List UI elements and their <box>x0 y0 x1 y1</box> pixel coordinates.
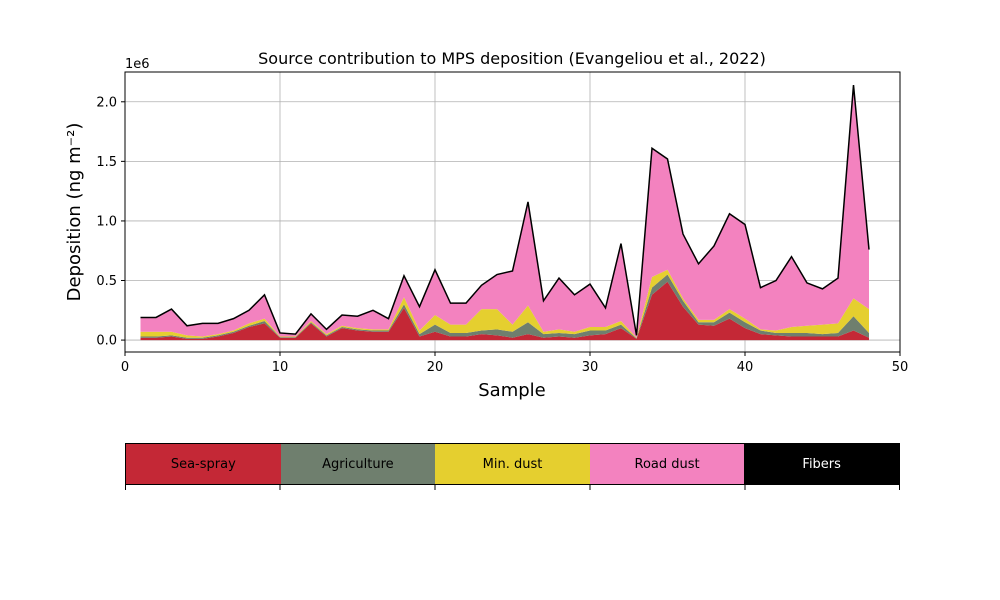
legend-item-road-dust: Road dust <box>589 444 745 484</box>
y-tick-label: 2.0 <box>96 95 117 110</box>
total-line-group <box>140 85 870 336</box>
chart-title: Source contribution to MPS deposition (E… <box>258 49 766 68</box>
legend-label: Agriculture <box>322 456 394 472</box>
x-axis-ticks: 0 10 20 30 40 50 <box>121 352 908 375</box>
x-tick-label: 50 <box>892 360 909 375</box>
legend-label: Fibers <box>802 456 841 472</box>
total-line <box>140 85 870 336</box>
x-tick-label: 30 <box>582 360 599 375</box>
area-sea-spray <box>140 281 869 341</box>
legend-item-min-dust: Min. dust <box>435 444 590 484</box>
y-tick-label: 1.0 <box>96 214 117 229</box>
legend-label: Sea-spray <box>170 456 236 472</box>
y-tick-label: 0.0 <box>96 334 117 349</box>
y-tick-label: 1.5 <box>96 155 117 170</box>
x-tick-label: 20 <box>427 360 444 375</box>
area-road-dust <box>140 85 869 338</box>
x-tick-label: 0 <box>121 360 129 375</box>
y-axis-ticks: 0.0 0.5 1.0 1.5 2.0 <box>96 95 125 349</box>
legend-item-agriculture: Agriculture <box>280 444 436 484</box>
stacked-areas <box>140 85 869 341</box>
y-multiplier-label: 1e6 <box>125 57 150 72</box>
y-tick-label: 0.5 <box>96 274 117 289</box>
legend: Sea-spray Agriculture Min. dust Road dust Fi… <box>125 443 900 485</box>
legend-label: Road dust <box>634 456 700 472</box>
legend-item-sea-spray: Sea-spray <box>126 444 281 484</box>
legend-ticks <box>125 485 900 490</box>
area-min-dust <box>140 269 869 339</box>
x-tick-label: 10 <box>272 360 289 375</box>
x-tick-label: 40 <box>737 360 754 375</box>
plot-frame <box>124 71 901 353</box>
legend-item-fibers: Fibers <box>744 444 899 484</box>
x-axis-label: Sample <box>478 380 546 401</box>
legend-label: Min. dust <box>482 456 543 472</box>
y-axis-label: Deposition (ng m⁻²) <box>64 123 85 302</box>
